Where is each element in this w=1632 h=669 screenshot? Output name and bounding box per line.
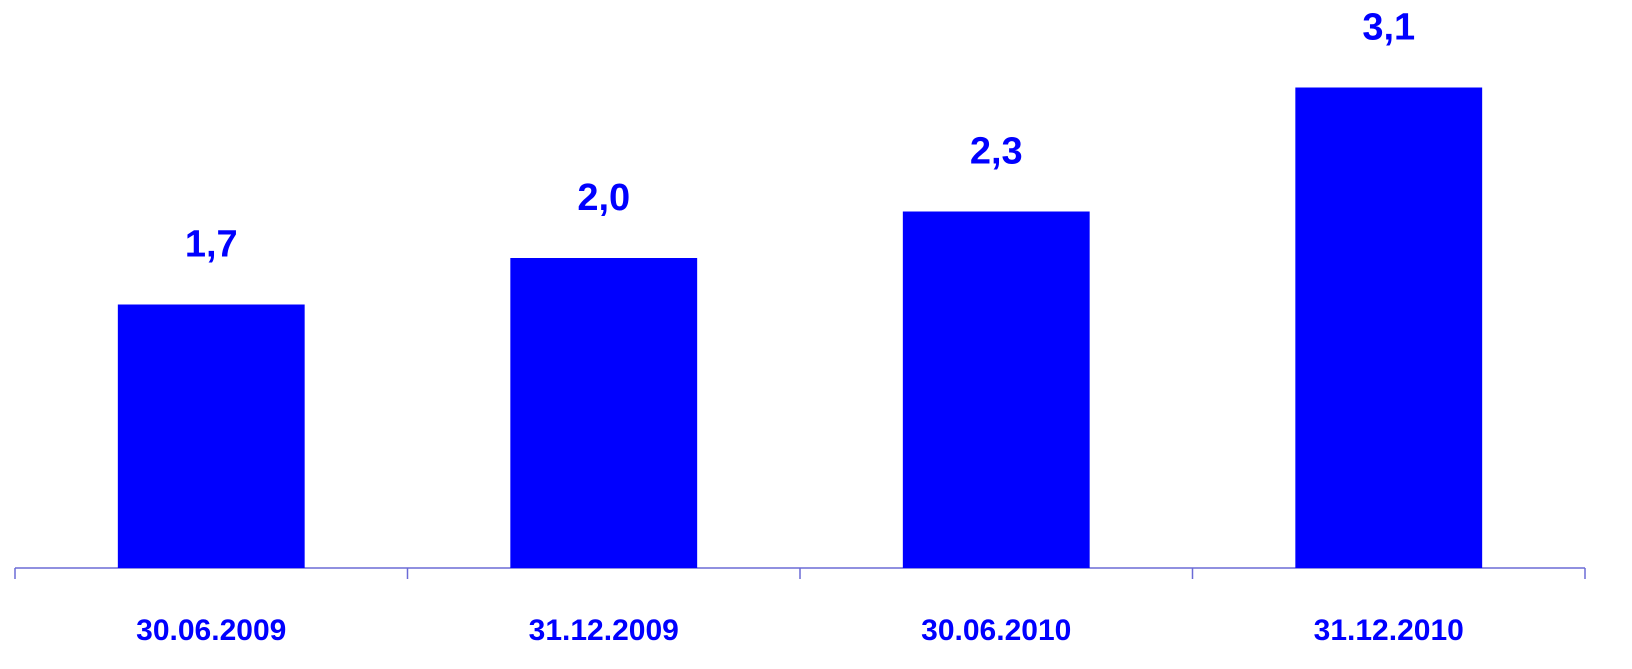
data-label: 2,3 xyxy=(970,131,1023,173)
bar xyxy=(117,304,305,568)
data-label: 3,1 xyxy=(1362,7,1415,49)
data-label: 2,0 xyxy=(577,177,630,219)
data-label: 1,7 xyxy=(185,224,238,266)
x-tick-label: 31.12.2009 xyxy=(529,614,679,647)
bar xyxy=(902,211,1090,568)
x-tick-label: 31.12.2010 xyxy=(1314,614,1464,647)
bar xyxy=(510,258,698,568)
bar xyxy=(1295,87,1483,568)
x-tick-label: 30.06.2009 xyxy=(136,614,286,647)
x-tick-label: 30.06.2010 xyxy=(921,614,1071,647)
